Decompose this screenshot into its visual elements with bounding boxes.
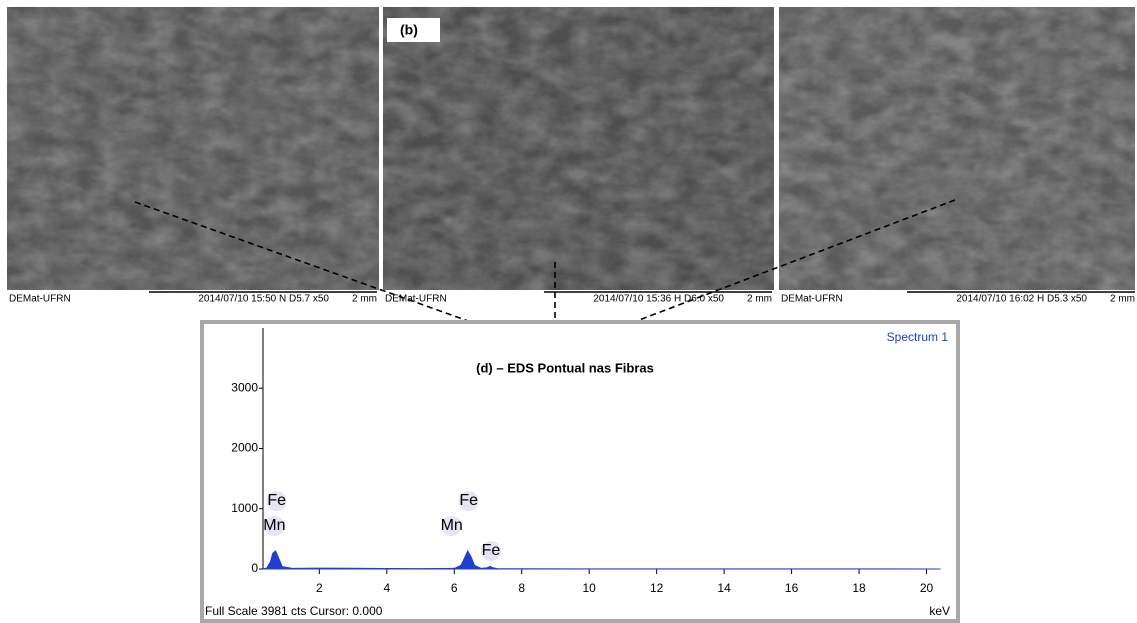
peak-label: Fe [267,492,286,509]
peak-label-bg [458,491,479,511]
captions: DEMat-UFRN 2014/07/10 15:50 N D5.7 x50 2 m… [9,291,1135,305]
caption-left: DEMat-UFRN [385,294,447,305]
x-tick-label: 10 [583,581,597,595]
sem-panels: (b) [7,7,1135,290]
spectrum [262,549,941,570]
caption-left: DEMat-UFRN [781,294,843,305]
plot: 0 1000 2000 3000 2 4 6 8 10 12 14 16 18 20 Fe Mn Fe Mn Fe [231,328,941,595]
eds-panel: Spectrum 1 (d) – EDS Pontual nas Fibras … [200,320,960,623]
peak-label: Mn [263,517,285,534]
caption-info: 2014/07/10 16:02 H D5.3 x50 [956,294,1087,305]
peak-label-bg [266,491,287,511]
sem-texture [779,7,1135,290]
y-tick-label: 1000 [231,501,258,515]
sem-texture [383,7,774,290]
chart-title: (d) – EDS Pontual nas Fibras [476,360,654,375]
x-tick-label: 2 [316,581,323,595]
x-tick-label: 8 [518,581,525,595]
y-tick-label: 2000 [231,441,258,455]
peak-label: Fe [459,492,478,509]
x-tick-label: 12 [650,581,664,595]
peak-label-bg [480,541,501,561]
caption-info: 2014/07/10 15:50 N D5.7 x50 [198,294,329,305]
x-tick-label: 16 [785,581,799,595]
x-tick-label: 20 [920,581,934,595]
scale-label: 2 mm [1110,294,1135,305]
peak-label: Mn [441,517,463,534]
y-tick-label: 3000 [231,380,258,394]
peak-label: Fe [482,542,501,559]
sem-texture [7,7,379,290]
x-tick-label: 6 [451,581,458,595]
footer: Full Scale 3981 cts Cursor: 0.000 [205,604,383,618]
scale-label: 2 mm [747,294,772,305]
peak-label-bg [441,516,462,536]
panel-label: (b) [400,22,418,38]
x-tick-label: 18 [852,581,866,595]
caption-left: DEMat-UFRN [9,294,71,305]
x-tick-label: 4 [383,581,390,595]
series-name: Spectrum 1 [887,330,949,344]
caption-info: 2014/07/10 15:36 H D6.0 x50 [593,294,724,305]
callout-line [554,199,956,353]
y-tick-label: 0 [251,561,258,575]
x-axis-label: keV [929,604,950,618]
eds-frame [200,320,960,623]
panel-label-box [387,18,440,42]
peak-label-bg [264,516,285,536]
scale-label: 2 mm [352,294,377,305]
x-tick-label: 14 [717,581,731,595]
